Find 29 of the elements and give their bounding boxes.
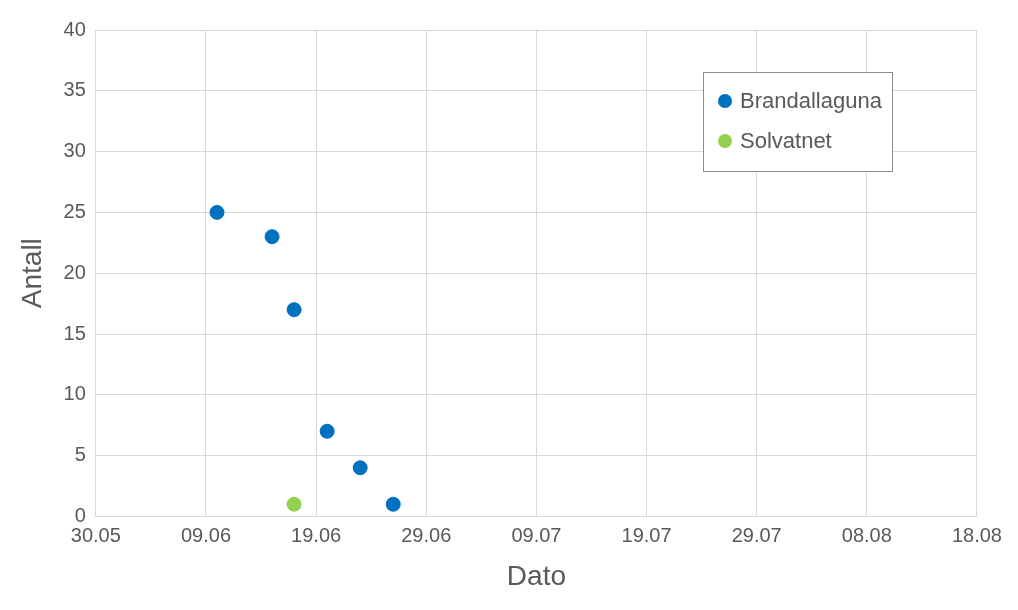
y-tick-label: 15 xyxy=(63,321,86,344)
point xyxy=(209,204,225,220)
legend-label: Solvatnet xyxy=(740,128,832,154)
x-tick-label: 09.07 xyxy=(511,523,562,546)
x-axis-title: Dato xyxy=(506,559,566,591)
x-tick-label: 19.06 xyxy=(291,523,342,546)
point xyxy=(352,460,368,476)
y-tick-label: 35 xyxy=(63,78,86,101)
point xyxy=(286,496,302,512)
y-tick-label: 25 xyxy=(63,199,86,222)
y-tick-label: 10 xyxy=(63,382,86,405)
point xyxy=(385,496,401,512)
y-tick-label: 20 xyxy=(63,260,86,283)
x-tick-label: 19.07 xyxy=(621,523,672,546)
point xyxy=(319,423,335,439)
x-tick-label: 29.07 xyxy=(731,523,782,546)
point xyxy=(264,229,280,245)
x-tick-label: 30.05 xyxy=(70,523,121,546)
x-tick-label: 08.08 xyxy=(841,523,892,546)
x-tick-label: 29.06 xyxy=(401,523,452,546)
legend-label: Brandallaguna xyxy=(740,88,882,114)
y-tick-label: 40 xyxy=(63,17,86,40)
y-tick-label: 5 xyxy=(74,443,86,466)
y-tick-label: 0 xyxy=(74,503,86,526)
y-tick-label: 30 xyxy=(63,139,86,162)
x-tick-label: 09.06 xyxy=(180,523,232,546)
y-axis-title: Antall xyxy=(15,238,47,309)
point xyxy=(286,302,302,318)
x-tick-label: 18.08 xyxy=(951,523,1003,546)
